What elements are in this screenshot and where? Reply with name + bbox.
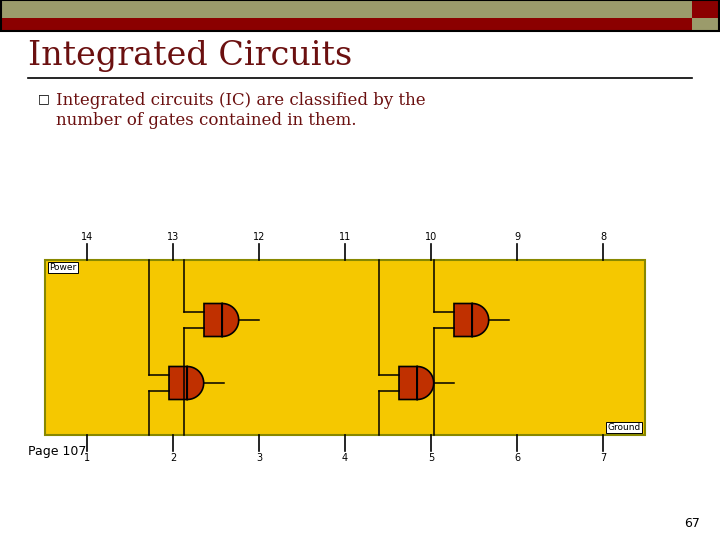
Bar xyxy=(0,0,720,18)
Text: 14: 14 xyxy=(81,232,93,242)
Text: 5: 5 xyxy=(428,453,434,463)
Text: 3: 3 xyxy=(256,453,262,463)
Text: 7: 7 xyxy=(600,453,606,463)
Text: Integrated Circuits: Integrated Circuits xyxy=(28,40,352,72)
Text: 10: 10 xyxy=(425,232,437,242)
Text: □: □ xyxy=(38,92,50,105)
Text: number of gates contained in them.: number of gates contained in them. xyxy=(56,112,356,129)
Text: Page 107: Page 107 xyxy=(28,445,86,458)
Text: 4: 4 xyxy=(342,453,348,463)
Bar xyxy=(1,0,719,31)
Text: 13: 13 xyxy=(167,232,179,242)
Polygon shape xyxy=(204,303,238,336)
Text: 2: 2 xyxy=(170,453,176,463)
Text: Power: Power xyxy=(49,263,76,272)
Bar xyxy=(45,260,645,435)
Text: Integrated circuits (IC) are classified by the: Integrated circuits (IC) are classified … xyxy=(56,92,426,109)
Text: 11: 11 xyxy=(339,232,351,242)
Polygon shape xyxy=(169,367,204,400)
Text: Ground: Ground xyxy=(608,423,641,432)
Polygon shape xyxy=(399,367,433,400)
Text: 9: 9 xyxy=(514,232,520,242)
Bar xyxy=(0,18,720,31)
Bar xyxy=(692,18,720,31)
Bar xyxy=(692,0,720,18)
Text: 8: 8 xyxy=(600,232,606,242)
Polygon shape xyxy=(454,303,489,336)
Text: 12: 12 xyxy=(253,232,265,242)
Text: 6: 6 xyxy=(514,453,520,463)
Text: 67: 67 xyxy=(684,517,700,530)
Text: 1: 1 xyxy=(84,453,90,463)
